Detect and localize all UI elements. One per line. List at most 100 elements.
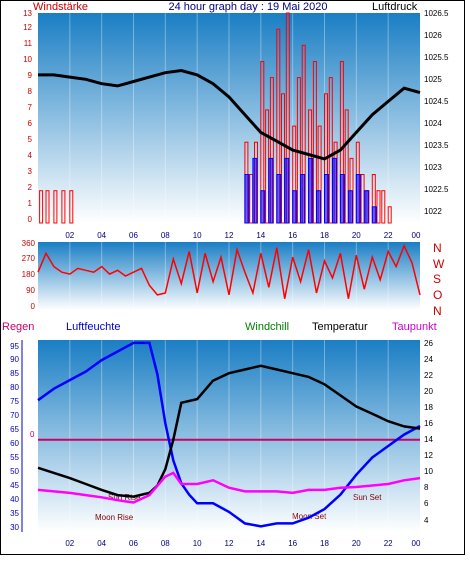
humidity-tick-label: 65 — [10, 425, 19, 434]
x-tick-label: 14 — [256, 231, 265, 240]
x-tick-label: 06 — [129, 539, 138, 548]
x-tick-label: 12 — [225, 231, 234, 240]
x-tick-label: 10 — [193, 231, 202, 240]
windchill-label: Windchill — [245, 321, 289, 333]
gust-bar — [363, 190, 369, 224]
gust-bar — [292, 190, 298, 224]
humidity-label: Luftfeuchte — [66, 321, 120, 333]
x-tick-label: 08 — [161, 539, 170, 548]
humidity-tick-label: 90 — [10, 355, 19, 364]
humidity-tick-label: 80 — [10, 383, 19, 392]
x-tick-label: 12 — [225, 539, 234, 548]
pressure-tick-label: 1026.5 — [424, 9, 449, 18]
wind-bar — [376, 190, 381, 224]
compass-label: N — [433, 304, 442, 318]
direction-tick-label: 270 — [22, 254, 36, 263]
pressure-tick-label: 1023 — [424, 163, 442, 172]
gust-bar — [332, 157, 337, 224]
gust-bar — [324, 174, 329, 224]
compass-label: O — [433, 288, 442, 302]
x-tick-label: 02 — [65, 539, 74, 548]
x-tick-label: 04 — [97, 231, 106, 240]
gust-bar — [252, 157, 258, 224]
direction-line-layer — [37, 243, 421, 299]
sun-set-label: Sun Set — [353, 493, 382, 502]
x-tick-label: 00 — [412, 539, 421, 548]
temperature-tick-label: 12 — [424, 451, 433, 460]
x-tick-label: 04 — [97, 539, 106, 548]
wind-direction-panel — [38, 242, 420, 310]
humidity-tick-label: 85 — [10, 369, 19, 378]
humidity-tick-label: 70 — [10, 411, 19, 420]
x-tick-label: 20 — [352, 539, 361, 548]
rain-label: Regen — [2, 321, 34, 333]
wind-bar — [61, 190, 66, 224]
gust-bar — [371, 206, 377, 224]
pressure-tick-label: 1022 — [424, 207, 442, 216]
wind-bars-layer — [39, 12, 392, 532]
outer-frame — [0, 0, 465, 555]
header-center-title: 24 hour graph day : 19 Mai 2020 — [168, 1, 327, 13]
wind-axis-ticks: 0 1 2 3 4 5 6 7 8 9 10 11 12 13 — [23, 9, 32, 224]
humidity-tick-label: 30 — [10, 523, 19, 532]
humidity-tick-label: 55 — [10, 453, 19, 462]
compass-label: S — [433, 272, 441, 286]
wind-bar — [381, 190, 386, 224]
temperature-tick-label: 24 — [424, 355, 433, 364]
temperature-line — [37, 364, 421, 498]
humidity-tick-label: 50 — [10, 467, 19, 476]
humidity-tick-label: 35 — [10, 509, 19, 518]
temperature-tick-label: 10 — [424, 467, 433, 476]
wind-direction-line — [37, 243, 421, 299]
gust-bar — [339, 174, 345, 224]
wind-tick-label: 0 — [28, 215, 33, 224]
pressure-tick-label: 1024 — [424, 119, 442, 128]
temperature-tick-label: 4 — [424, 516, 429, 525]
wind-tick-label: 1 — [28, 199, 33, 208]
x-tick-label: 02 — [65, 231, 74, 240]
x-tick-label: 22 — [384, 539, 393, 548]
x-tick-label: 16 — [288, 539, 297, 548]
pressure-tick-label: 1026 — [424, 31, 442, 40]
wind-tick-label: 13 — [23, 9, 32, 18]
temperature-axis-ticks: 4 6 8 10 12 14 16 18 20 22 24 26 — [424, 339, 433, 525]
sun-rise-label: Sun Rise — [108, 493, 141, 502]
header-right-title: Luftdruck — [372, 1, 418, 13]
pressure-axis-ticks: 1022 1022.5 1023 1023.5 1024 1024.5 1025… — [424, 9, 449, 216]
wind-bar — [312, 61, 317, 224]
x-tick-label: 18 — [320, 539, 329, 548]
wind-tick-label: 4 — [28, 151, 33, 160]
gust-bar — [268, 157, 274, 224]
x-tick-label: 20 — [352, 231, 361, 240]
wind-tick-label: 7 — [28, 103, 33, 112]
wind-tick-label: 3 — [28, 167, 33, 176]
gust-bar — [260, 190, 266, 224]
header-left-title: Windstärke — [33, 1, 88, 13]
rain-zero-label: 0 — [30, 430, 35, 439]
humidity-axis-ticks: 30 35 40 45 50 55 60 65 70 75 80 85 90 9… — [10, 342, 19, 532]
wind-tick-label: 9 — [28, 71, 33, 80]
direction-tick-label: 180 — [22, 270, 36, 279]
humidity-tick-label: 75 — [10, 397, 19, 406]
x-tick-label: 08 — [161, 231, 170, 240]
compass-label: N — [433, 241, 442, 255]
wind-bar — [69, 190, 74, 224]
pressure-tick-label: 1025.5 — [424, 53, 449, 62]
temperature-tick-label: 8 — [424, 483, 429, 492]
compass-label: W — [433, 257, 445, 271]
temp-lines-layer — [37, 341, 421, 528]
pressure-line-layer — [38, 68, 421, 161]
wind-bar — [344, 109, 349, 224]
gust-bar — [308, 157, 314, 224]
gust-bar — [355, 174, 361, 224]
gust-bar — [316, 190, 321, 224]
temperature-tick-label: 26 — [424, 339, 433, 348]
x-tick-label: 00 — [412, 231, 421, 240]
temperature-tick-label: 14 — [424, 435, 433, 444]
temperature-tick-label: 22 — [424, 371, 433, 380]
dewpoint-label: Taupunkt — [392, 321, 437, 333]
wind-tick-label: 11 — [24, 39, 33, 48]
pressure-line — [38, 68, 421, 161]
